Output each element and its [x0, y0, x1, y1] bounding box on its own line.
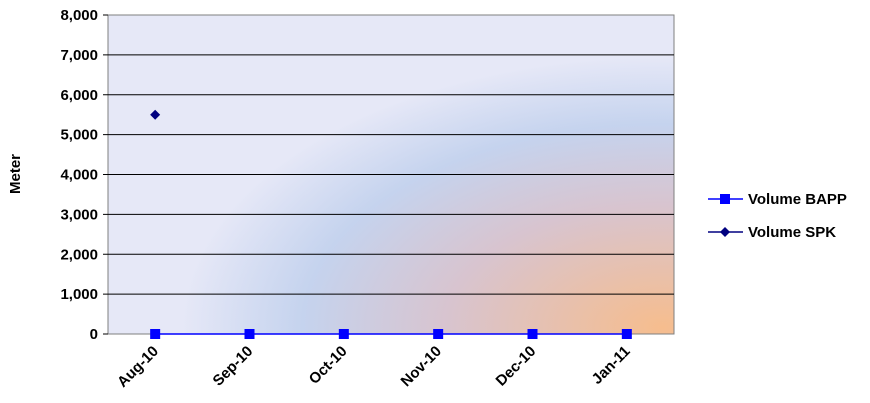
y-tick-label: 1,000 — [60, 286, 98, 303]
gridlines — [108, 54, 674, 295]
legend-label: Volume SPK — [748, 224, 836, 241]
data-point — [527, 329, 538, 339]
legend: Volume BAPP Volume SPK — [708, 191, 847, 241]
x-tick-label: Jan-11 — [589, 343, 634, 388]
x-axis-ticks: Aug-10 Sep-10 Oct-10 Nov-10 Dec-10 Jan-11 — [114, 343, 634, 391]
y-tick-label: 5,000 — [60, 127, 98, 144]
y-axis-ticks: 0 1,000 2,000 3,000 4,000 5,000 6,000 7,000 8,00… — [60, 7, 108, 343]
x-tick-label: Dec-10 — [493, 343, 540, 390]
y-tick-label: 4,000 — [60, 167, 98, 184]
y-tick-label: 2,000 — [60, 246, 98, 263]
x-tick-label: Aug-10 — [114, 343, 162, 391]
data-point — [621, 329, 632, 339]
legend-label: Volume BAPP — [748, 191, 847, 208]
data-point — [433, 329, 444, 339]
y-tick-label: 0 — [90, 326, 98, 343]
y-tick-label: 6,000 — [60, 87, 98, 104]
y-tick-label: 8,000 — [60, 7, 98, 24]
x-tick-label: Nov-10 — [398, 343, 445, 390]
legend-marker — [720, 194, 730, 204]
data-point — [338, 329, 349, 339]
y-tick-label: 3,000 — [60, 206, 98, 223]
legend-marker — [720, 227, 730, 237]
series-layer — [150, 109, 632, 339]
y-tick-label: 7,000 — [60, 47, 98, 64]
x-tick-label: Oct-10 — [306, 343, 351, 388]
data-point — [244, 329, 255, 339]
y-axis-title: Meter — [7, 154, 24, 194]
data-point — [150, 329, 161, 339]
x-tick-label: Sep-10 — [210, 343, 257, 390]
data-point — [150, 109, 161, 120]
